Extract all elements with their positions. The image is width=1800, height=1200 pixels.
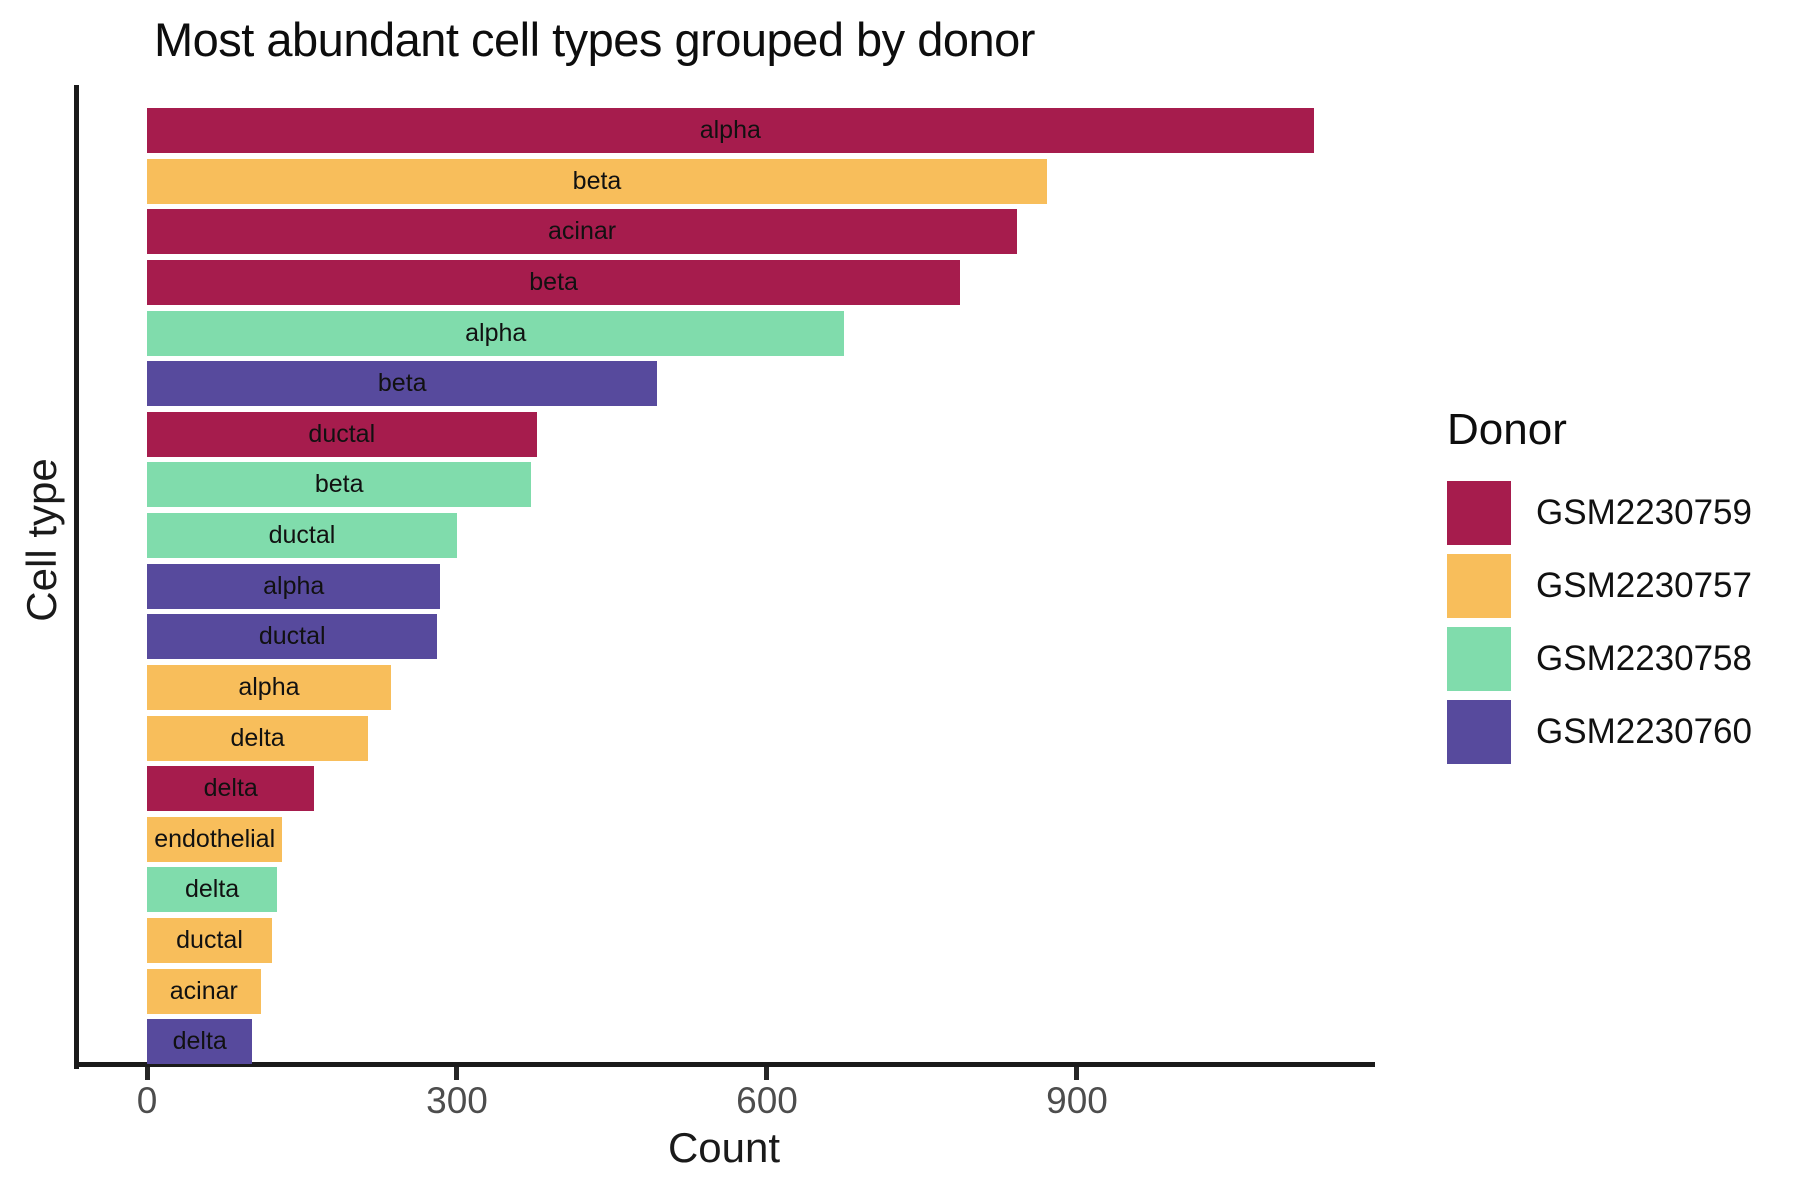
bar-label: ductal bbox=[176, 926, 243, 955]
bar: delta bbox=[147, 715, 369, 761]
x-axis-title: Count bbox=[667, 1124, 781, 1171]
bar-label: ductal bbox=[308, 419, 376, 448]
legend-label: GSM2230758 bbox=[1536, 639, 1752, 678]
bar: delta bbox=[147, 867, 278, 913]
legend-swatch bbox=[1447, 700, 1511, 764]
bar-label: alpha bbox=[465, 318, 527, 347]
legend-label: GSM2230759 bbox=[1536, 493, 1752, 532]
legend-item: GSM2230759 bbox=[1447, 481, 1752, 545]
legend-label: GSM2230760 bbox=[1536, 712, 1752, 751]
bar: endothelial bbox=[147, 816, 283, 862]
bar: alpha bbox=[147, 563, 441, 609]
bar: acinar bbox=[147, 209, 1018, 255]
bar: alpha bbox=[147, 664, 391, 710]
legend-swatch bbox=[1447, 627, 1511, 691]
bar-label: beta bbox=[377, 369, 427, 398]
bar-label: delta bbox=[203, 774, 258, 803]
x-axis-line bbox=[74, 1062, 1375, 1067]
legend-item: GSM2230758 bbox=[1447, 627, 1752, 691]
legend-title: Donor bbox=[1447, 405, 1567, 454]
bar: delta bbox=[147, 766, 315, 812]
bar: beta bbox=[147, 462, 532, 508]
bar-label: beta bbox=[314, 470, 364, 499]
bar: alpha bbox=[147, 310, 845, 356]
x-tick-label: 900 bbox=[1046, 1080, 1108, 1121]
legend: Donor GSM2230759 GSM2230757 GSM2230758 GSM2… bbox=[1447, 405, 1752, 773]
bar-label: acinar bbox=[547, 217, 617, 246]
plot-panel: alpha beta acinar beta alpha beta ductal beta du… bbox=[77, 85, 1372, 1065]
bar: ductal bbox=[147, 411, 537, 457]
bar: delta bbox=[147, 1019, 253, 1065]
bar-label: alpha bbox=[699, 116, 761, 144]
bar-label: delta bbox=[230, 723, 285, 752]
x-tick-mark bbox=[144, 1067, 150, 1080]
legend-label: GSM2230757 bbox=[1536, 566, 1752, 605]
bar-label: beta bbox=[572, 166, 622, 195]
bar-label: delta bbox=[172, 1027, 227, 1056]
bar: beta bbox=[147, 259, 961, 305]
legend-swatch bbox=[1447, 554, 1511, 618]
bar-label: alpha bbox=[263, 571, 325, 600]
bar: ductal bbox=[147, 513, 457, 559]
x-tick-label: 300 bbox=[426, 1080, 488, 1121]
legend-swatch bbox=[1447, 481, 1511, 545]
bar-label: ductal bbox=[258, 622, 326, 651]
y-axis-line bbox=[74, 85, 79, 1069]
bar: beta bbox=[147, 158, 1048, 204]
bar-label: delta bbox=[184, 875, 240, 904]
legend-item: GSM2230757 bbox=[1447, 554, 1752, 618]
x-tick-label: 600 bbox=[736, 1080, 798, 1121]
x-tick-mark bbox=[454, 1067, 460, 1080]
legend-item: GSM2230760 bbox=[1447, 700, 1752, 764]
bar-label: ductal bbox=[268, 521, 336, 550]
bar-label: alpha bbox=[238, 672, 300, 701]
x-tick-label: 0 bbox=[136, 1080, 158, 1121]
chart-title: Most abundant cell types grouped by dono… bbox=[154, 13, 1035, 66]
x-tick-mark bbox=[1074, 1067, 1080, 1080]
bar-label: endothelial bbox=[154, 824, 276, 853]
bar-label: beta bbox=[529, 267, 578, 296]
bar: alpha bbox=[147, 108, 1314, 153]
y-axis-title: Cell type bbox=[18, 458, 65, 622]
bar: ductal bbox=[147, 614, 438, 660]
bar: ductal bbox=[147, 918, 273, 964]
legend-items: GSM2230759 GSM2230757 GSM2230758 GSM2230760 bbox=[1447, 481, 1752, 764]
x-tick-mark bbox=[764, 1067, 770, 1080]
bar: acinar bbox=[147, 968, 261, 1014]
bar: beta bbox=[147, 361, 658, 407]
bar-label: acinar bbox=[169, 976, 238, 1005]
